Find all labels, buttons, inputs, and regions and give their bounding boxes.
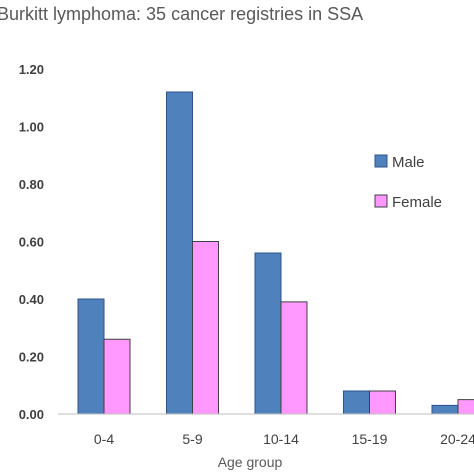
bar-female-15-19 bbox=[369, 390, 396, 415]
bar-male-5-9 bbox=[166, 91, 193, 415]
x-tick-label: 15-19 bbox=[352, 431, 388, 447]
bar-male-10-14 bbox=[254, 252, 282, 415]
y-tick-label: 1.20 bbox=[19, 62, 44, 77]
legend-swatch-male bbox=[374, 154, 388, 168]
y-tick-label: 0.40 bbox=[19, 292, 44, 307]
bar-male-15-19 bbox=[343, 390, 370, 415]
legend-label-female: Female bbox=[392, 194, 442, 211]
legend: Male Female bbox=[374, 154, 442, 211]
y-tick-label: 0.00 bbox=[19, 407, 44, 422]
bar-female-5-9 bbox=[192, 241, 219, 415]
y-tick-label: 0.80 bbox=[19, 177, 44, 192]
legend-swatch-female bbox=[374, 194, 388, 208]
y-tick-label: 0.20 bbox=[19, 350, 44, 365]
x-tick-label: 0-4 bbox=[94, 431, 114, 447]
bars-group bbox=[77, 91, 474, 415]
bar-female-20-24 bbox=[457, 399, 474, 415]
x-tick-label: 20-24 bbox=[440, 431, 474, 447]
legend-label-male: Male bbox=[392, 154, 425, 171]
bar-female-0-4 bbox=[103, 338, 131, 415]
y-tick-label: 1.00 bbox=[19, 120, 44, 135]
x-axis-label: Age group bbox=[218, 454, 283, 470]
chart-title: Burkitt lymphoma: 35 cancer registries i… bbox=[0, 4, 363, 24]
bar-male-20-24 bbox=[431, 404, 459, 415]
bar-male-0-4 bbox=[77, 298, 105, 415]
bar-female-10-14 bbox=[280, 301, 308, 415]
x-axis-ticks: 0-4 5-9 10-14 15-19 20-24 bbox=[94, 431, 474, 447]
x-tick-label: 10-14 bbox=[263, 431, 299, 447]
y-axis-ticks: 0.00 0.20 0.40 0.60 0.80 1.00 1.20 bbox=[19, 62, 44, 422]
y-tick-label: 0.60 bbox=[19, 235, 44, 250]
x-tick-label: 5-9 bbox=[182, 431, 202, 447]
